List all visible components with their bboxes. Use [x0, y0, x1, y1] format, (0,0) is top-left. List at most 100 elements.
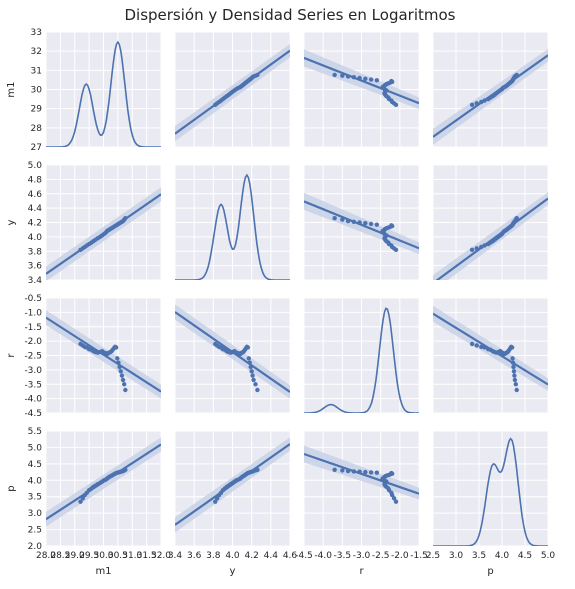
- scatter-point: [340, 73, 345, 78]
- scatter-point: [250, 373, 255, 378]
- scatter-point: [391, 496, 397, 501]
- panel-y-vs-r: [303, 164, 420, 281]
- y-tick-label: -1.0: [24, 308, 42, 318]
- panel-plot-area: [433, 437, 548, 546]
- panel-plot-area: [304, 307, 419, 413]
- panel-m1-vs-p: [432, 31, 549, 148]
- scatter-point: [247, 360, 252, 365]
- scatter-point: [363, 221, 368, 226]
- panel-plot-area: [304, 49, 419, 110]
- y-tick-label: 30: [31, 86, 43, 96]
- y-tick-label: 3.0: [28, 509, 43, 519]
- scatter-point: [482, 98, 487, 103]
- scatter-point: [255, 72, 260, 78]
- panel-plot-area: [175, 173, 290, 280]
- scatter-point: [512, 377, 518, 383]
- scatter-point: [123, 387, 128, 393]
- y-tick-label: 2.5: [28, 526, 42, 536]
- panel-p-vs-m1: 2.0 2.5 3.0 3.5 4.0 4.5 5.0 5.5 p 28.028.529.029.…: [6, 427, 171, 577]
- confidence-band: [433, 192, 548, 280]
- scatter-point: [120, 377, 126, 383]
- scatter-point: [510, 356, 515, 361]
- regression-line: [304, 452, 419, 495]
- y-tick-label: -2.0: [24, 337, 42, 347]
- x-tick-label: 29.0: [65, 551, 85, 561]
- y-tick-label: -3.5: [24, 380, 42, 390]
- regression-line: [304, 200, 419, 250]
- kde-curve-r: [304, 307, 419, 413]
- scatter-point: [253, 382, 258, 387]
- x-tick-label: 5.0: [541, 551, 556, 561]
- x-tick-label: 28.5: [50, 551, 70, 561]
- scatter-point: [469, 102, 475, 108]
- scatter-point: [118, 369, 123, 374]
- y-tick-label: 32: [31, 47, 42, 57]
- y-tick-label: 33: [31, 28, 42, 38]
- x-tick-label: 3.8: [206, 551, 221, 561]
- x-tick-label: 29.5: [79, 551, 99, 561]
- scatter-point: [368, 470, 374, 475]
- x-tick-label: 4.0: [495, 551, 510, 561]
- scatter-point: [340, 217, 345, 222]
- chart-title: Dispersión y Densidad Series en Logaritm…: [124, 6, 455, 24]
- x-axis-label-y: y: [230, 566, 236, 577]
- scatter-point: [78, 499, 83, 504]
- scatter-point: [213, 499, 218, 504]
- y-axis-label-r: r: [6, 353, 17, 358]
- x-tick-label: 3.0: [449, 551, 464, 561]
- scatter-point: [389, 223, 394, 228]
- scatter-point: [351, 469, 357, 474]
- scatter-point: [113, 345, 119, 350]
- y-tick-label: 29: [31, 105, 43, 115]
- y-tick-label: 4.8: [28, 175, 43, 185]
- scatter-point: [255, 387, 260, 393]
- scatter-point: [474, 246, 479, 251]
- panel-plot-area: [175, 44, 290, 142]
- scatter-point: [389, 78, 394, 84]
- scatter-point: [510, 360, 516, 365]
- x-axis-label-p: p: [487, 566, 493, 577]
- y-tick-label: 5.0: [28, 161, 43, 171]
- scatter-point: [469, 247, 475, 253]
- panel-plot-area: [304, 192, 419, 255]
- y-tick-label: 5.0: [28, 443, 43, 453]
- scatter-point: [389, 470, 394, 476]
- scatter-point: [514, 72, 519, 78]
- scatter-point: [332, 215, 337, 221]
- panel-y-vs-m1: 3.4 3.6 3.8 4.0 4.2 4.4 4.6 4.8 5.0 y: [6, 161, 162, 286]
- scatter-point: [119, 373, 125, 378]
- y-axis-label-p: p: [6, 485, 17, 491]
- y-tick-label: -2.5: [24, 352, 42, 362]
- x-tick-label: 30.5: [108, 551, 128, 561]
- scatter-point: [340, 468, 345, 473]
- scatter-point: [474, 343, 479, 348]
- y-tick-label: 4.0: [28, 233, 43, 243]
- panel-r-vs-y: [174, 297, 291, 414]
- panel-m1-vs-y: [174, 31, 291, 148]
- y-tick-label: -1.5: [24, 323, 42, 333]
- y-tick-label: 31: [31, 66, 42, 76]
- y-tick-label: -4.5: [24, 409, 42, 419]
- panel-plot-area: [175, 437, 290, 533]
- panel-plot-area: [304, 445, 419, 504]
- y-tick-label: 4.2: [28, 219, 42, 229]
- kde-curve-y: [175, 173, 290, 280]
- y-axis-label-m1: m1: [6, 81, 17, 97]
- scatter-point: [351, 75, 357, 80]
- y-tick-label: 3.6: [28, 262, 43, 272]
- scatter-point: [511, 364, 516, 370]
- panel-plot-area: [46, 437, 161, 527]
- scatter-point: [469, 341, 475, 347]
- scatter-point: [122, 382, 127, 387]
- scatter-point: [116, 360, 121, 365]
- scatter-point: [345, 218, 351, 224]
- scatter-point: [368, 77, 374, 82]
- y-tick-label: 27: [31, 143, 42, 153]
- x-tick-label: -1.5: [410, 551, 428, 561]
- scatter-point: [482, 345, 487, 350]
- scatter-point: [482, 243, 487, 248]
- y-tick-label: 2.0: [28, 542, 43, 552]
- y-tick-label: -4.0: [24, 395, 42, 405]
- scatter-point: [345, 74, 351, 79]
- scatter-point: [393, 499, 399, 504]
